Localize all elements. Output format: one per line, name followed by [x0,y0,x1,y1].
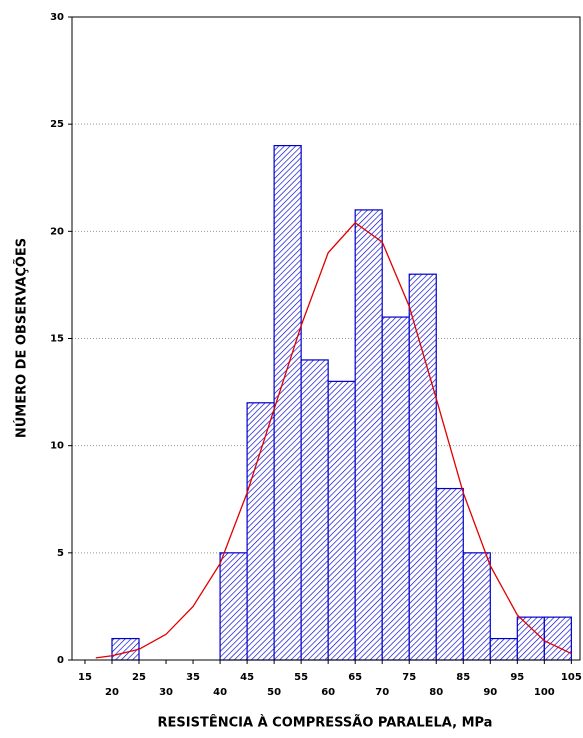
y-tick-label: 20 [50,226,64,237]
bar [111,637,140,661]
y-tick-label: 5 [57,548,64,559]
bar [408,273,437,661]
bar [327,380,356,661]
fit-curve [95,221,572,659]
bar [543,616,572,661]
x-axis-title: RESISTÊNCIA À COMPRESSÃO PARALELA, MPa [158,715,493,731]
x-tick-label: 100 [534,687,555,698]
x-tick-label: 95 [510,672,524,683]
y-tick-label: 25 [50,119,64,130]
x-tick-label: 15 [78,672,92,683]
x-tick-label: 30 [159,687,173,698]
x-tick-label: 80 [429,687,443,698]
bar [273,145,302,661]
bar [219,552,248,661]
bar [246,402,275,661]
x-tick-label: 40 [213,687,227,698]
x-tick-label: 45 [240,672,254,683]
bar [462,552,491,661]
bar [516,616,545,661]
bar [489,637,518,661]
bar [300,359,329,661]
y-tick-label: 15 [50,334,64,345]
bar [435,487,464,661]
bar [381,316,410,661]
x-tick-label: 85 [456,672,470,683]
x-tick-label: 55 [294,672,308,683]
x-tick-label: 35 [186,672,200,683]
x-tick-label: 25 [132,672,146,683]
x-tick-label: 75 [402,672,416,683]
x-tick-label: 105 [561,672,582,683]
x-tick-label: 70 [375,687,389,698]
y-tick-label: 30 [50,12,64,23]
x-tick-label: 90 [483,687,497,698]
x-tick-label: 20 [105,687,119,698]
y-tick-label: 0 [57,655,64,666]
x-tick-label: 50 [267,687,281,698]
y-tick-label: 10 [50,441,64,452]
x-tick-label: 65 [348,672,362,683]
plot-frame [71,16,581,661]
bar [354,209,383,661]
x-tick-label: 60 [321,687,335,698]
y-axis-title: NÚMERO DE OBSERVAÇÕES [14,238,30,438]
